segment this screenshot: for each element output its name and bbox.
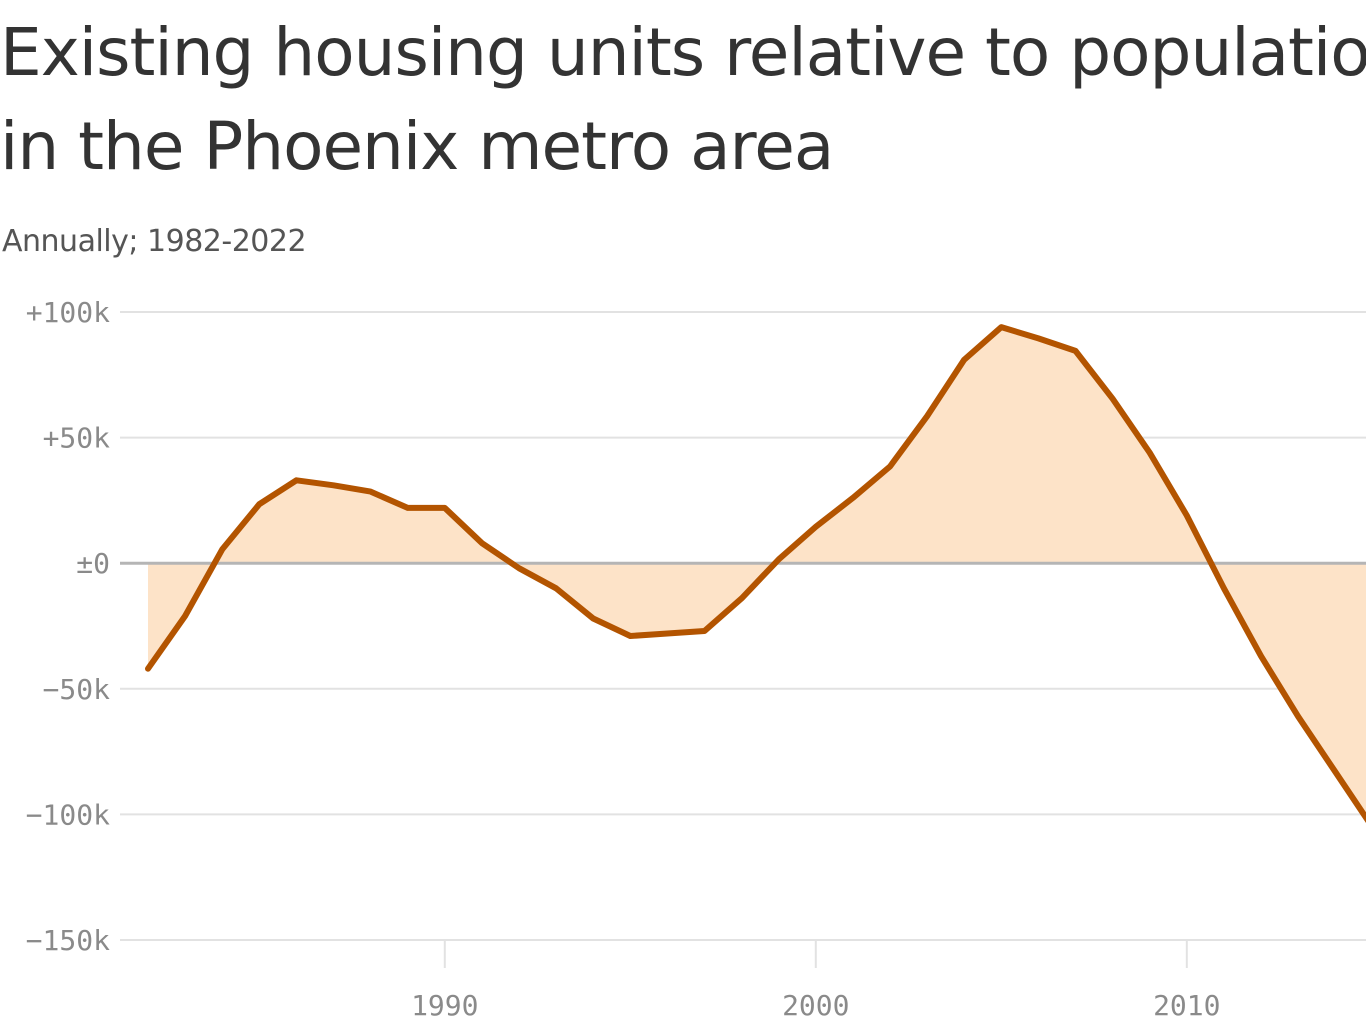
y-tick-label-1: +50k — [43, 422, 111, 455]
y-tick-label-2: ±0 — [76, 547, 110, 580]
area-fill — [148, 327, 1366, 818]
chart-subtitle: Annually; 1982-2022 — [2, 224, 307, 259]
y-tick-label-4: −100k — [26, 798, 110, 831]
series-line — [145, 324, 1366, 823]
y-tick-label-3: −50k — [43, 673, 111, 706]
chart-title-line-2: in the Phoenix metro area — [0, 108, 834, 185]
y-tick-label-0: +100k — [26, 296, 110, 329]
chart-title: Existing housing units relative to popul… — [0, 6, 1366, 194]
y-tick-label-5: −150k — [26, 924, 110, 957]
x-tick-label-0: 1990 — [411, 989, 478, 1022]
x-tick-label-2: 2010 — [1153, 989, 1220, 1022]
chart-title-line-1: Existing housing units relative to popul… — [0, 14, 1366, 91]
x-tick-label-1: 2000 — [782, 989, 849, 1022]
